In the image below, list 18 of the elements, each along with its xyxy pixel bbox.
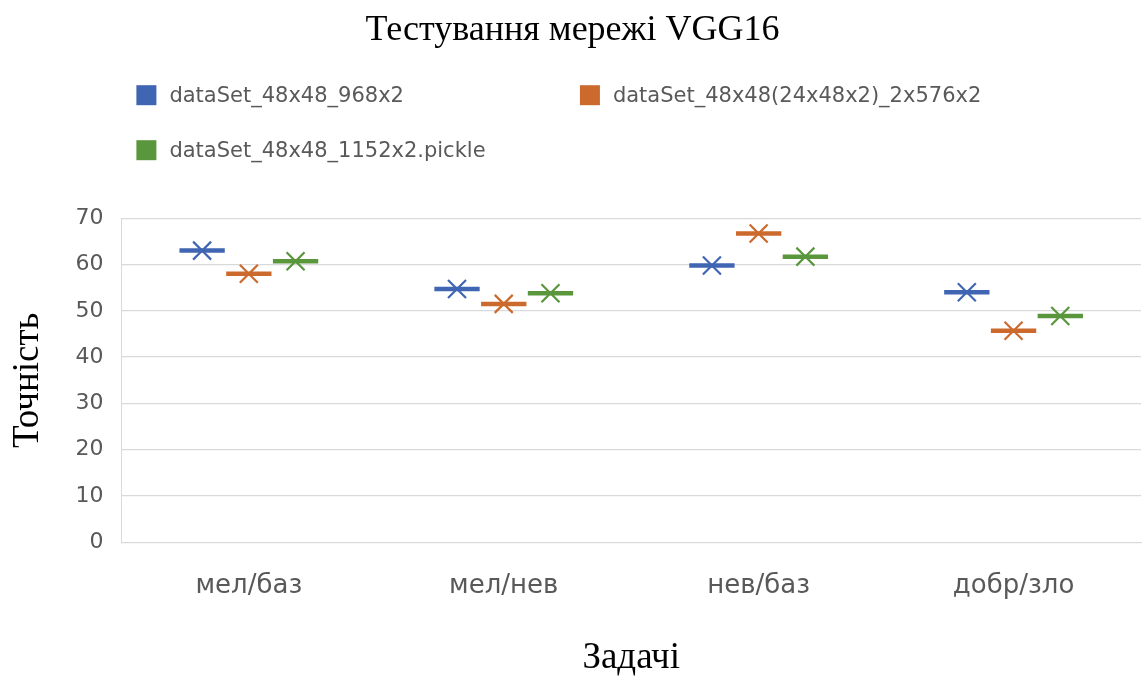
x-tick-label: мел/баз bbox=[195, 568, 303, 599]
legend-label: dataSet_48x48(24x48x2)_2x576x2 bbox=[612, 82, 982, 108]
y-tick-label: 30 bbox=[75, 389, 104, 415]
legend-label: dataSet_48x48_1152x2.pickle bbox=[169, 137, 486, 163]
x-tick-label: нев/баз bbox=[707, 568, 811, 599]
x-tick-label: добр/зло bbox=[952, 568, 1075, 599]
y-tick-label: 20 bbox=[75, 435, 104, 461]
y-tick-label: 70 bbox=[75, 203, 104, 229]
y-tick-label: 10 bbox=[75, 481, 104, 507]
y-tick-label: 40 bbox=[75, 342, 104, 368]
chart-title: Тестування мережі VGG16 bbox=[365, 8, 780, 49]
y-tick-label: 60 bbox=[75, 250, 104, 276]
x-tick-label: мел/нев bbox=[449, 568, 559, 599]
y-tick-label: 0 bbox=[89, 528, 104, 554]
y-axis-title: Точність bbox=[4, 312, 46, 449]
x-axis-title: Задачі bbox=[582, 634, 681, 676]
legend-label: dataSet_48x48_968x2 bbox=[169, 82, 404, 108]
y-tick-label: 50 bbox=[75, 296, 104, 322]
